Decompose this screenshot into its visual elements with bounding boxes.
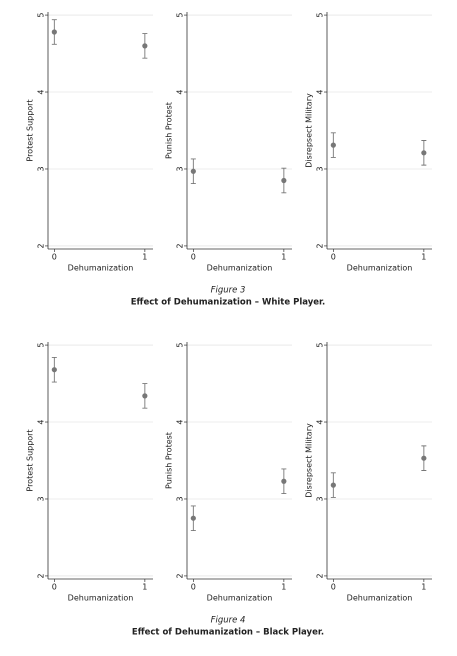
x-axis-label: Dehumanization	[68, 264, 134, 273]
x-tick-label: 1	[142, 253, 147, 262]
y-tick-label: 5	[316, 13, 325, 18]
figure-label: Figure 3	[211, 286, 246, 296]
y-tick-label: 4	[37, 419, 46, 424]
y-tick-label: 4	[176, 89, 185, 94]
y-axis-label: Protest Support	[26, 99, 35, 161]
x-tick-label: 1	[281, 253, 286, 262]
y-tick-label: 3	[37, 496, 46, 501]
point	[330, 142, 336, 148]
figure-caption: Effect of Dehumanization – White Player.	[131, 298, 325, 308]
point	[51, 367, 57, 373]
x-axis-label: Dehumanization	[347, 264, 413, 273]
x-tick-label: 1	[421, 583, 426, 592]
x-axis-label: Dehumanization	[207, 594, 273, 603]
x-tick-label: 0	[52, 253, 57, 262]
x-tick-label: 0	[191, 583, 196, 592]
x-tick-label: 0	[52, 583, 57, 592]
x-axis-label: Dehumanization	[347, 594, 413, 603]
y-tick-label: 2	[316, 573, 325, 578]
y-tick-label: 5	[37, 13, 46, 18]
x-tick-label: 0	[191, 253, 196, 262]
y-tick-label: 2	[316, 243, 325, 248]
point	[281, 177, 287, 184]
y-tick-label: 3	[316, 496, 325, 501]
y-axis-label: Disrepsect Military	[305, 423, 314, 498]
y-axis-label: Protest Support	[26, 429, 35, 491]
x-tick-label: 1	[142, 583, 147, 592]
y-tick-label: 2	[37, 243, 46, 248]
point	[421, 455, 427, 461]
point	[190, 515, 196, 521]
y-tick-label: 5	[176, 343, 185, 348]
x-tick-label: 0	[331, 583, 336, 592]
x-axis-label: Dehumanization	[207, 264, 273, 273]
point	[281, 478, 287, 484]
y-tick-label: 4	[176, 419, 185, 424]
y-tick-label: 3	[37, 166, 46, 171]
y-axis-label: Disrepsect Military	[305, 93, 314, 168]
y-axis-label: Punish Protest	[165, 102, 174, 159]
x-tick-label: 1	[421, 253, 426, 262]
y-tick-label: 5	[37, 343, 46, 348]
y-tick-label: 4	[37, 89, 46, 94]
point	[421, 150, 427, 156]
figure-caption: Effect of Dehumanization – Black Player.	[132, 628, 324, 638]
y-tick-label: 5	[316, 343, 325, 348]
y-tick-label: 4	[316, 419, 325, 424]
y-tick-label: 5	[176, 13, 185, 18]
x-tick-label: 0	[331, 253, 336, 262]
point	[330, 482, 336, 488]
point	[190, 168, 196, 174]
point	[142, 43, 148, 49]
y-axis-label: Punish Protest	[165, 432, 174, 489]
y-tick-label: 2	[176, 573, 185, 578]
y-tick-label: 3	[176, 166, 185, 171]
y-tick-label: 4	[316, 89, 325, 94]
point	[142, 393, 148, 399]
point	[51, 29, 57, 35]
figure-label: Figure 4	[211, 616, 246, 626]
x-tick-label: 1	[281, 583, 286, 592]
x-axis-label: Dehumanization	[68, 594, 134, 603]
y-tick-label: 2	[37, 573, 46, 578]
y-tick-label: 3	[316, 166, 325, 171]
y-tick-label: 2	[176, 243, 185, 248]
y-tick-label: 3	[176, 496, 185, 501]
